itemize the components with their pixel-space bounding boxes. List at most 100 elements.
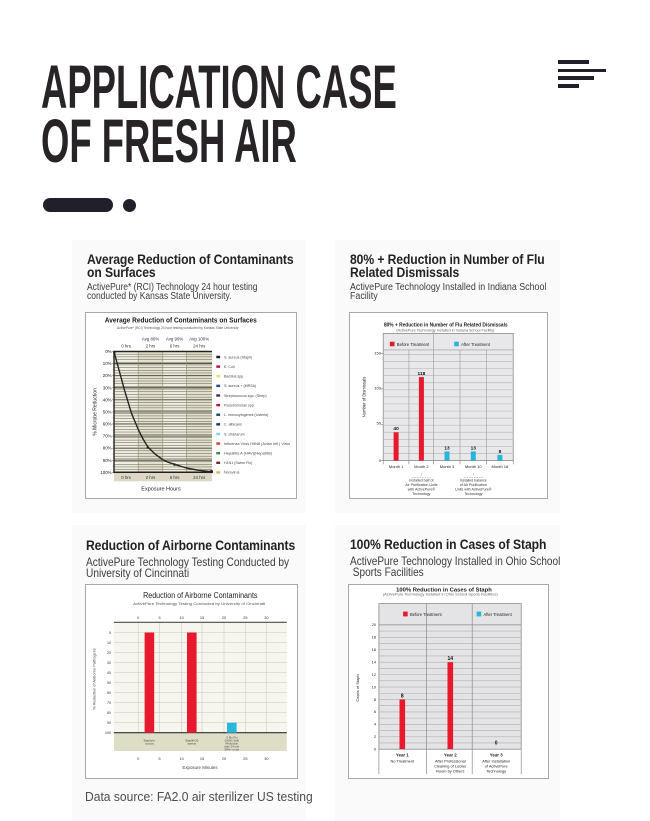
- svg-text:0: 0: [137, 757, 139, 761]
- svg-text:Technology: Technology: [486, 768, 506, 773]
- svg-text:30%: 30%: [103, 385, 112, 390]
- svg-text:S Mu Flu: S Mu Flu: [226, 736, 238, 740]
- svg-text:25: 25: [243, 616, 247, 620]
- svg-text:Month 10: Month 10: [465, 464, 482, 469]
- svg-text:Units with ActivePure®: Units with ActivePure®: [455, 487, 492, 491]
- svg-text:40%: 40%: [103, 397, 112, 402]
- svg-text:After Installation: After Installation: [482, 758, 510, 763]
- svg-text:Avg 99%: Avg 99%: [166, 337, 184, 342]
- svg-text:↑: ↑: [421, 473, 423, 477]
- svg-text:aureus: aureus: [188, 742, 197, 746]
- svg-text:0: 0: [495, 740, 498, 746]
- svg-text:0: 0: [109, 631, 111, 635]
- svg-text:30: 30: [264, 616, 268, 620]
- svg-text:30: 30: [264, 757, 268, 761]
- svg-text:2: 2: [374, 734, 376, 739]
- svg-text:Installed balance: Installed balance: [460, 479, 487, 483]
- svg-text:Streptococcus spp. (Strep): Streptococcus spp. (Strep): [224, 394, 267, 398]
- svg-text:0: 0: [379, 458, 382, 463]
- svg-text:20: 20: [107, 651, 111, 655]
- svg-text:0: 0: [374, 747, 377, 752]
- svg-text:13: 13: [471, 445, 477, 451]
- svg-text:coccus: coccus: [145, 742, 154, 746]
- svg-text:Exposure Hours: Exposure Hours: [141, 487, 181, 493]
- svg-text:14: 14: [448, 656, 454, 662]
- svg-text:100%: 100%: [100, 470, 111, 475]
- svg-text:Room by Others: Room by Others: [436, 768, 464, 773]
- svg-text:% Microbe Reduction: % Microbe Reduction: [93, 388, 99, 436]
- svg-text:80% + Reduction in Number of F: 80% + Reduction in Number of Flu Related…: [384, 322, 508, 328]
- svg-text:with ActivePure®: with ActivePure®: [408, 487, 436, 491]
- svg-text:Bacillus spp.: Bacillus spp.: [224, 375, 244, 379]
- svg-text:13: 13: [444, 445, 450, 451]
- svg-text:20: 20: [372, 622, 377, 627]
- svg-text:After Professional: After Professional: [435, 758, 466, 763]
- svg-text:Staphylo-: Staphylo-: [143, 738, 155, 742]
- svg-text:Year 2: Year 2: [444, 752, 457, 757]
- svg-text:6 hrs: 6 hrs: [170, 344, 181, 349]
- svg-text:% Reduction of Airborne Pathog: % Reduction of Airborne Pathogens: [92, 648, 97, 710]
- svg-text:150: 150: [374, 351, 381, 356]
- svg-text:Before Treatment: Before Treatment: [397, 342, 430, 347]
- svg-text:14: 14: [372, 659, 377, 664]
- svg-text:Avg 100%: Avg 100%: [189, 337, 209, 342]
- svg-text:StaphKOS: StaphKOS: [185, 738, 198, 742]
- svg-text:(H1N1 Swl): (H1N1 Swl): [225, 739, 239, 743]
- svg-text:After Treatment: After Treatment: [461, 342, 491, 347]
- svg-text:S. chartarum: S. chartarum: [224, 432, 245, 436]
- svg-text:ActivePure* (RCI) Technology 2: ActivePure* (RCI) Technology 24 hour tes…: [117, 326, 239, 330]
- svg-text:18: 18: [372, 635, 376, 640]
- svg-text:4: 4: [374, 722, 377, 727]
- svg-text:2 hrs: 2 hrs: [146, 475, 157, 480]
- svg-text:Technology: Technology: [412, 492, 430, 496]
- svg-text:10%: 10%: [103, 361, 112, 366]
- svg-text:118: 118: [418, 371, 426, 377]
- svg-text:50%: 50%: [103, 409, 112, 414]
- svg-text:E. Coli: E. Coli: [224, 365, 235, 369]
- svg-text:H1N1 (Swine Flu): H1N1 (Swine Flu): [224, 461, 252, 465]
- svg-text:Exposure Minutes: Exposure Minutes: [182, 765, 218, 770]
- svg-text:60: 60: [107, 691, 111, 695]
- svg-text:30: 30: [107, 661, 111, 665]
- svg-text:90: 90: [107, 721, 111, 725]
- svg-text:Year 3: Year 3: [490, 752, 503, 757]
- svg-text:0: 0: [137, 616, 139, 620]
- svg-text:6 hrs: 6 hrs: [170, 475, 181, 480]
- svg-text:100: 100: [374, 386, 381, 391]
- svg-text:24 hrs: 24 hrs: [193, 344, 206, 349]
- svg-text:Month 18: Month 18: [492, 464, 509, 469]
- svg-text:Technology: Technology: [464, 492, 482, 496]
- svg-text:8: 8: [401, 693, 404, 699]
- svg-text:60%: 60%: [103, 422, 112, 427]
- svg-text:80: 80: [107, 711, 111, 715]
- svg-text:12: 12: [372, 672, 376, 677]
- svg-text:70%: 70%: [103, 434, 112, 439]
- svg-text:0 hrs: 0 hrs: [121, 344, 132, 349]
- svg-text:S. aureus (Staph): S. aureus (Staph): [224, 355, 252, 359]
- svg-text:40: 40: [393, 426, 399, 432]
- svg-text:70: 70: [107, 701, 111, 705]
- svg-text:Hepatitis A (HAV)(Hepatitis): Hepatitis A (HAV)(Hepatitis): [224, 452, 272, 456]
- svg-text:10: 10: [107, 641, 111, 645]
- svg-text:ActivePure Technology Testing: ActivePure Technology Testing Conducted …: [133, 601, 265, 606]
- svg-text:5: 5: [159, 616, 161, 620]
- svg-text:2 hrs: 2 hrs: [146, 344, 157, 349]
- svg-text:Reduction: Reduction: [225, 742, 238, 746]
- svg-text:25: 25: [243, 757, 247, 761]
- svg-text:100% Reduction in Cases of Sta: 100% Reduction in Cases of Staph: [396, 588, 492, 594]
- svg-text:(ActivePure Technology Install: (ActivePure Technology Installed in Ohio…: [383, 592, 498, 596]
- svg-text:Cases of Staph: Cases of Staph: [355, 674, 360, 701]
- svg-text:Average Reduction of Contamina: Average Reduction of Contaminants on Sur…: [105, 316, 257, 325]
- svg-text:100: 100: [105, 731, 111, 735]
- svg-text:Before Treatment: Before Treatment: [410, 612, 442, 617]
- svg-text:10: 10: [179, 616, 183, 620]
- svg-text:of Air Purification: of Air Purification: [460, 483, 487, 487]
- svg-text:Avg 80%: Avg 80%: [142, 337, 160, 342]
- svg-text:of ActivePure: of ActivePure: [485, 763, 508, 768]
- svg-text:8: 8: [374, 697, 376, 702]
- svg-text:8: 8: [499, 449, 502, 455]
- svg-text:20%: 20%: [103, 373, 112, 378]
- svg-text:0 hrs: 0 hrs: [121, 475, 132, 480]
- svg-text:5: 5: [159, 757, 161, 761]
- svg-text:Installed half of: Installed half of: [409, 479, 433, 483]
